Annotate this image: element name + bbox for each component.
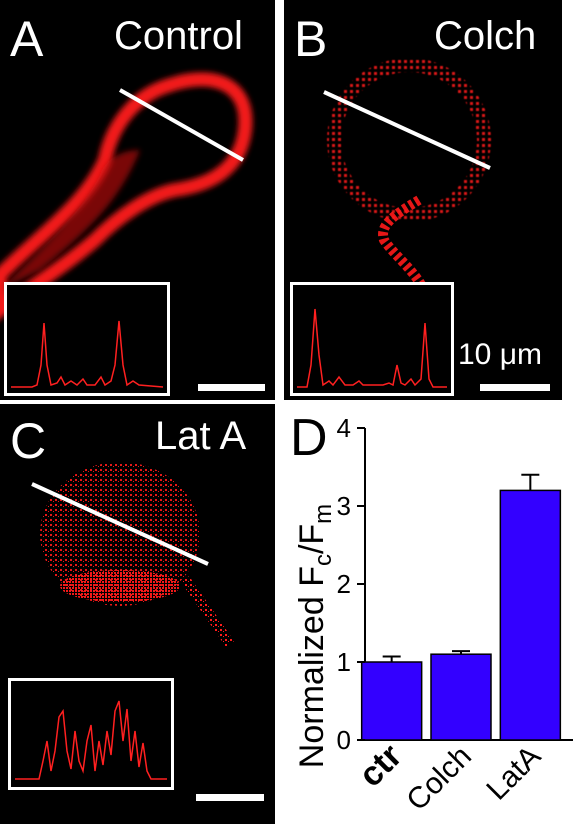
intensity-profile-inset-c [8, 678, 174, 790]
intensity-trace-c [15, 700, 167, 780]
latA-cell-base [60, 570, 180, 602]
cell-image-latrunculin [31, 462, 235, 647]
y-tick-label: 3 [337, 491, 351, 521]
scale-label: 10 μm [458, 338, 542, 371]
y-axis-label-sub1: c [310, 554, 337, 566]
line-scan-c [31, 482, 209, 566]
panel-b-micrograph: B Colch 10 μm [284, 0, 562, 400]
y-axis-label-mid: /F [293, 524, 331, 554]
bar-colch [430, 653, 492, 741]
y-tick-label: 0 [337, 725, 351, 755]
cell-image-colchicine [323, 58, 491, 293]
y-axis-label-main: Normalized F [293, 566, 331, 768]
bar-ctr [360, 661, 423, 741]
panel-c-micrograph: C Lat A [0, 404, 275, 824]
line-scan-b [323, 90, 491, 170]
intensity-trace-b [297, 308, 447, 388]
panel-a-micrograph: A Control [0, 0, 275, 400]
panel-c-letter: C [10, 413, 47, 469]
control-cell-fill [0, 150, 140, 290]
x-tick-label: LatA [480, 740, 547, 807]
chart-bars [360, 473, 562, 741]
y-axis-label-sub2: m [310, 504, 337, 524]
latA-cell-body [40, 462, 200, 606]
scale-bar-b [480, 384, 550, 391]
panel-b-condition-label: Colch [434, 14, 537, 58]
scale-bar-c [196, 794, 264, 801]
intensity-profile-inset-b [290, 282, 454, 396]
x-tick-label: ctr [352, 737, 410, 795]
panel-c-condition-label: Lat A [155, 414, 247, 458]
panel-a-condition-label: Control [114, 14, 243, 58]
intensity-trace-a [11, 320, 164, 388]
y-axis-label: Normalized Fc/Fm [293, 504, 337, 768]
x-tick-label: Colch [400, 740, 478, 818]
colch-cell-neck [378, 195, 429, 293]
line-scan-a [119, 88, 244, 162]
panel-b-letter: B [294, 11, 328, 67]
cell-image-control [0, 72, 253, 319]
y-tick-label: 1 [337, 647, 351, 677]
scale-bar-a [198, 384, 265, 391]
latA-cell-tail [180, 576, 235, 647]
colch-cell-outline [327, 58, 491, 222]
y-tick-label: 4 [337, 413, 351, 443]
y-tick-label: 2 [337, 569, 351, 599]
panel-a-letter: A [10, 11, 44, 67]
panel-d-letter: D [290, 409, 328, 467]
bar-lata [499, 489, 562, 741]
control-cell-body [0, 72, 253, 319]
intensity-profile-inset-a [4, 282, 170, 396]
